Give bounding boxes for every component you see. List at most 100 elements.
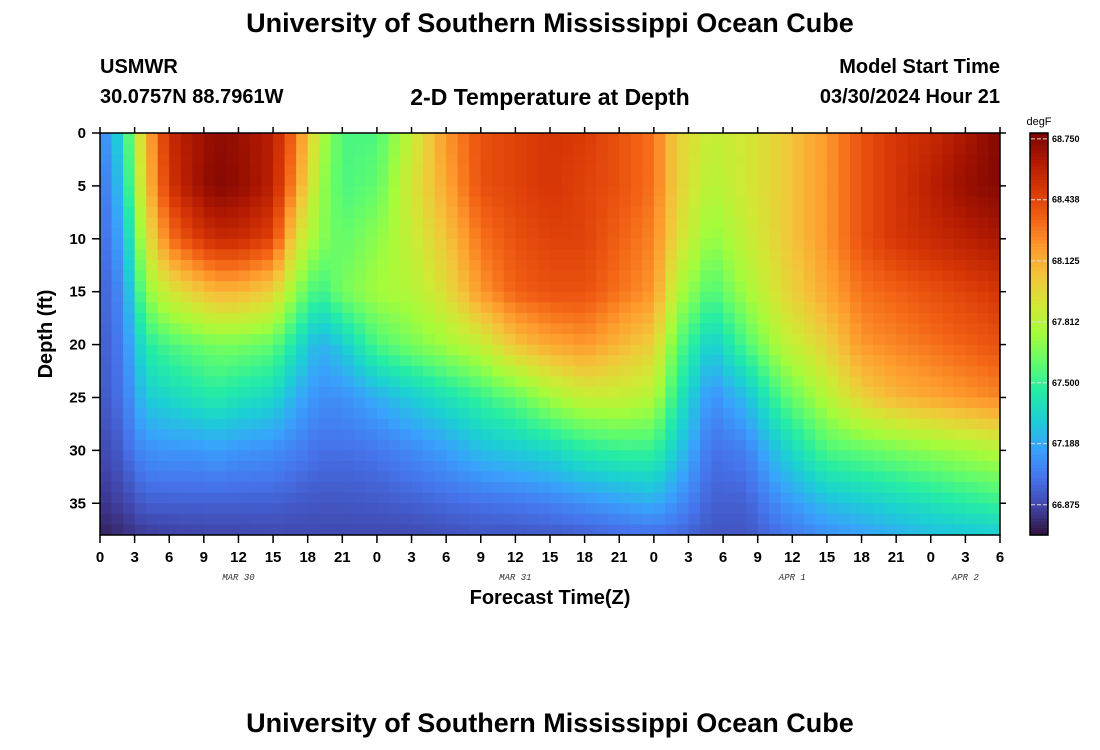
heatmap-cell [584, 133, 597, 145]
heatmap-cell [388, 185, 401, 198]
heatmap-cell [676, 185, 690, 198]
heatmap-cell [665, 418, 678, 430]
heatmap-cell [284, 471, 297, 483]
heatmap-cell [838, 334, 851, 346]
heatmap-cell [746, 386, 759, 399]
heatmap-cell [296, 238, 309, 250]
heatmap-cell [180, 503, 193, 515]
colorbar-band [1030, 367, 1048, 372]
heatmap-cell [411, 281, 424, 293]
heatmap-cell [688, 355, 701, 367]
heatmap-cell [607, 228, 620, 240]
heatmap-cell [250, 249, 263, 261]
heatmap-cell [480, 355, 493, 367]
heatmap-cell [457, 524, 470, 535]
colorbar-band [1030, 133, 1048, 137]
heatmap-cell [319, 418, 332, 430]
heatmap-cell [353, 503, 366, 515]
heatmap-cell [457, 397, 470, 409]
heatmap-cell [480, 429, 493, 441]
heatmap-cell [457, 196, 470, 208]
heatmap-cell [665, 312, 678, 325]
colorbar-band [1030, 159, 1048, 164]
heatmap-cell [376, 217, 390, 229]
heatmap-cell [630, 217, 643, 229]
heatmap-cell [861, 513, 874, 526]
heatmap-cell [700, 460, 713, 473]
heatmap-cell [665, 133, 678, 145]
heatmap-cell [873, 323, 886, 335]
heatmap-cell [988, 492, 1000, 504]
heatmap-cell [573, 302, 586, 314]
heatmap-cell [930, 143, 943, 155]
heatmap-cell [850, 196, 863, 208]
heatmap-cell [757, 207, 770, 219]
heatmap-cell [965, 439, 978, 451]
heatmap-cell [850, 133, 863, 145]
heatmap-cell [665, 323, 678, 335]
heatmap-cell [111, 154, 124, 166]
heatmap-cell [607, 323, 620, 335]
heatmap-cell [284, 429, 297, 441]
colorbar-band [1030, 303, 1048, 308]
heatmap-cell [146, 397, 159, 409]
heatmap-cell [700, 482, 713, 494]
heatmap-cell [469, 513, 482, 526]
heatmap-cell [676, 503, 690, 515]
heatmap-cell [861, 418, 874, 430]
heatmap-cell [550, 154, 563, 166]
colorbar-band [1030, 344, 1048, 348]
heatmap-cell [930, 270, 943, 282]
heatmap-cell [607, 492, 620, 504]
heatmap-cell [665, 164, 678, 176]
heatmap-cell [192, 386, 205, 399]
heatmap-cell [965, 482, 978, 494]
heatmap-cell [284, 355, 297, 367]
colorbar-band [1030, 153, 1048, 158]
heatmap-cell [850, 185, 863, 198]
y-tick-label: 20 [69, 337, 86, 354]
heatmap-cell [688, 238, 701, 250]
heatmap-cell [123, 281, 136, 293]
heatmap-cell [169, 207, 182, 219]
heatmap-cell [434, 323, 447, 335]
heatmap-cell [884, 238, 897, 250]
heatmap-cell [423, 291, 436, 303]
heatmap-cell [826, 334, 840, 346]
heatmap-cell [561, 439, 574, 451]
heatmap-cell [642, 439, 655, 451]
heatmap-cell [942, 450, 955, 462]
heatmap-cell [642, 513, 655, 526]
heatmap-cell [342, 196, 355, 208]
heatmap-cell [711, 312, 724, 325]
heatmap-cell [838, 524, 851, 535]
heatmap-cell [261, 408, 274, 420]
heatmap-cell [815, 439, 828, 451]
heatmap-cell [492, 143, 505, 155]
heatmap-cell [965, 334, 978, 346]
heatmap-cell [134, 503, 147, 515]
heatmap-cell [261, 281, 274, 293]
heatmap-cell [561, 291, 574, 303]
heatmap-cell [826, 408, 840, 420]
heatmap-cell [861, 460, 874, 473]
heatmap-cell [919, 249, 932, 261]
heatmap-cell [353, 334, 366, 346]
heatmap-cell [307, 365, 320, 377]
heatmap-cell [596, 355, 609, 367]
heatmap-cell [365, 524, 378, 535]
heatmap-cell [630, 207, 643, 219]
heatmap-cell [838, 408, 851, 420]
heatmap-cell [100, 185, 113, 198]
heatmap-cell [884, 513, 897, 526]
heatmap-cell [573, 133, 586, 145]
heatmap-cell [953, 386, 966, 399]
heatmap-cell [676, 397, 690, 409]
heatmap-cell [446, 513, 459, 526]
heatmap-cell [965, 503, 978, 515]
heatmap-cell [803, 503, 816, 515]
heatmap-cell [423, 439, 436, 451]
heatmap-cell [561, 270, 574, 282]
heatmap-cell [226, 365, 240, 377]
colorbar-band [1030, 283, 1048, 288]
